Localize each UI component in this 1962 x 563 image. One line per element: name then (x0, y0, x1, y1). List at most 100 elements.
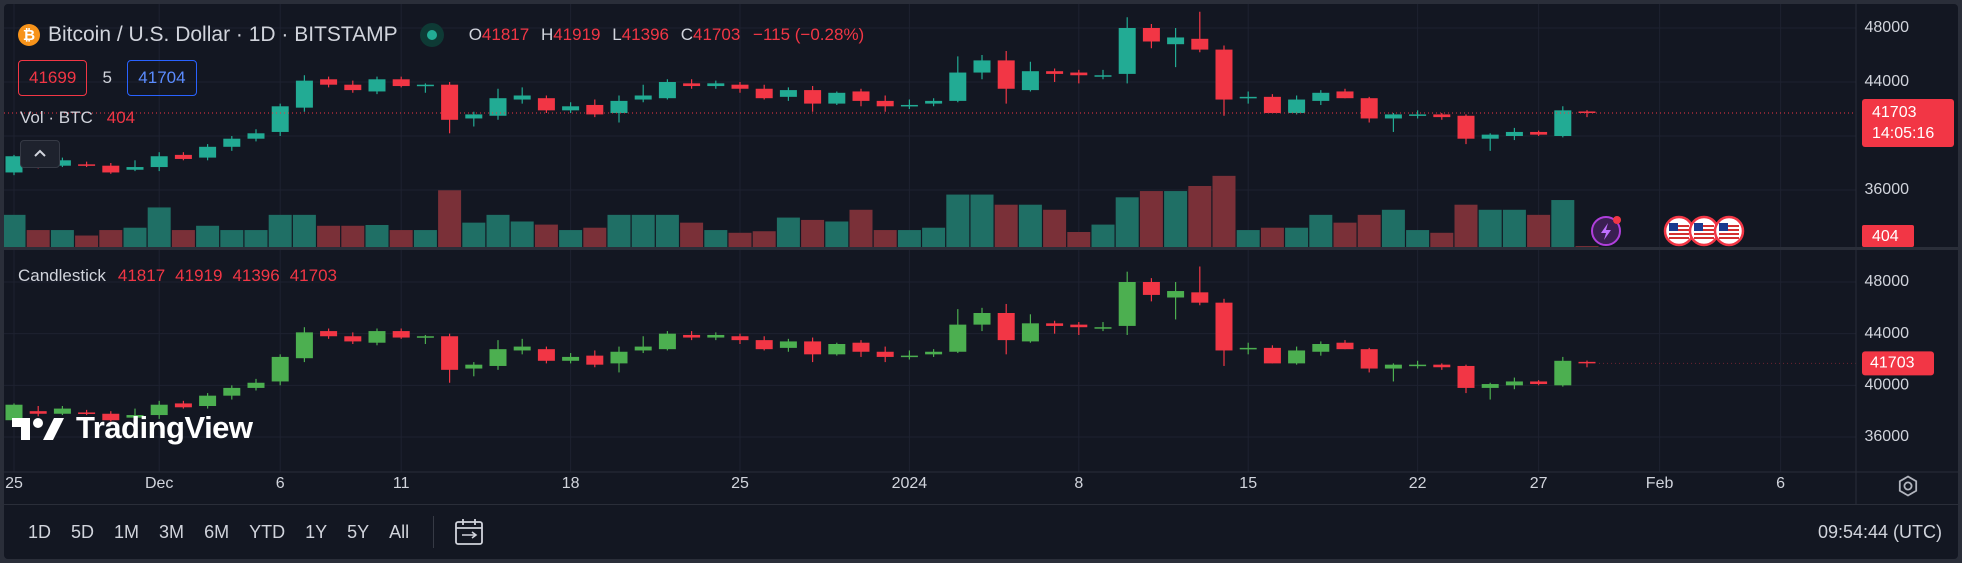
candle-body (102, 165, 120, 173)
range-1m-button[interactable]: 1M (114, 521, 140, 542)
collapse-legend-button[interactable] (20, 140, 60, 168)
volume-value: 404 (106, 108, 136, 127)
candle-body (634, 95, 652, 100)
volume-bar (220, 230, 244, 248)
candle-body (828, 92, 846, 104)
candle-body (223, 387, 241, 396)
volume-bar (1333, 222, 1357, 248)
candle-body (562, 106, 580, 111)
volume-bar (317, 225, 341, 248)
candle-body (295, 80, 313, 108)
flag-stripe (1669, 233, 1689, 235)
date-range-button[interactable] (448, 516, 490, 548)
time-tick-label: 27 (1530, 475, 1548, 492)
candle-open-value: 41817 (117, 266, 166, 285)
candle-body (1433, 364, 1451, 368)
open-label: O (468, 25, 482, 44)
candle-body (1336, 342, 1354, 350)
chart-canvas[interactable]: 3600036000400004000044000440004800048000… (4, 4, 1958, 504)
candle-body (562, 356, 580, 361)
candle-body (1191, 292, 1209, 303)
range-all-button[interactable]: All (389, 521, 410, 542)
volume-bar (559, 230, 583, 248)
volume-bar (438, 190, 462, 248)
open-value: 41817 (481, 25, 530, 44)
candle-body (634, 346, 652, 351)
time-tick-label: 25 (731, 475, 749, 492)
volume-bar (50, 230, 74, 248)
market-status-icon[interactable] (419, 23, 444, 47)
tradingview-logo-icon (12, 418, 64, 440)
candle-body (852, 91, 870, 101)
volume-bar (341, 225, 365, 248)
range-5y-button[interactable]: 5Y (347, 521, 370, 542)
candle-body (150, 404, 168, 416)
time-tick-label: 22 (1409, 475, 1427, 492)
last-price-label-bg (1862, 99, 1954, 148)
candle-body (489, 349, 507, 366)
volume-bar (1043, 209, 1067, 248)
candle-body (1263, 96, 1281, 114)
candle-body (1360, 98, 1378, 119)
time-tick-label: 2024 (892, 475, 928, 492)
candle-body (1384, 364, 1402, 369)
candle-body (78, 412, 96, 414)
buy-price-button[interactable]: 41704 (127, 60, 197, 96)
range-ytd-button[interactable]: YTD (249, 521, 286, 542)
time-tick-label: 25 (5, 475, 23, 492)
price-tick-label: 44000 (1865, 73, 1910, 90)
symbol-title[interactable]: Bitcoin / U.S. Dollar · 1D · BITSTAMP (48, 23, 398, 46)
candle-body (1505, 131, 1523, 136)
range-3m-button[interactable]: 3M (159, 521, 185, 542)
candle-body (223, 138, 241, 147)
volume-bar (776, 217, 800, 248)
volume-label[interactable]: Vol · BTC (20, 108, 93, 127)
last-price-label-bg (1862, 351, 1934, 376)
candle-body (1578, 361, 1596, 364)
volume-legend: Vol · BTC 404 (20, 108, 135, 128)
utc-clock[interactable]: 09:54:44 (UTC) (1817, 522, 1942, 542)
candle-body (368, 331, 386, 343)
candle-body (900, 104, 918, 107)
candle-body (1070, 72, 1088, 76)
chevron-up-icon (34, 149, 46, 157)
range-5d-button[interactable]: 5D (71, 521, 95, 542)
chart-settings-button[interactable] (1894, 472, 1922, 500)
flag-stripe (1719, 225, 1739, 227)
candle-body (1118, 28, 1136, 74)
candle-body (1215, 302, 1233, 351)
candlestick-label[interactable]: Candlestick (18, 266, 106, 285)
candle-body (900, 355, 918, 358)
spread-value: 5 (102, 68, 113, 87)
candle-body (199, 395, 217, 406)
sell-price-button[interactable]: 41699 (18, 60, 88, 96)
tradingview-watermark[interactable]: TradingView (10, 410, 253, 446)
candle-body (271, 106, 289, 132)
high-label: H (540, 25, 554, 44)
candle-body (78, 164, 96, 166)
lightning-bolt-glyph (1601, 223, 1611, 240)
range-6m-button[interactable]: 6M (204, 521, 230, 542)
volume-bar (1381, 209, 1405, 248)
volume-bar (292, 214, 316, 248)
volume-bar (631, 214, 655, 248)
volume-bar (534, 224, 558, 248)
candle-body (707, 334, 725, 338)
volume-bar (897, 230, 921, 248)
notification-dot (1613, 216, 1621, 224)
range-1y-button[interactable]: 1Y (305, 521, 328, 542)
candle-body (779, 341, 797, 348)
low-label: L (612, 25, 622, 44)
volume-bar (1188, 185, 1212, 248)
flag-canton (1694, 223, 1703, 231)
candle-body (1046, 323, 1064, 326)
high-value: 41919 (553, 25, 601, 44)
candle-body (1142, 282, 1160, 295)
candle-body (150, 156, 168, 168)
price-tick-label: 44000 (1865, 325, 1910, 342)
candle-body (1191, 38, 1209, 50)
range-1d-button[interactable]: 1D (28, 521, 52, 542)
candle-body (707, 83, 725, 87)
volume-bar (99, 230, 123, 248)
candle-high-value: 41919 (175, 266, 223, 285)
